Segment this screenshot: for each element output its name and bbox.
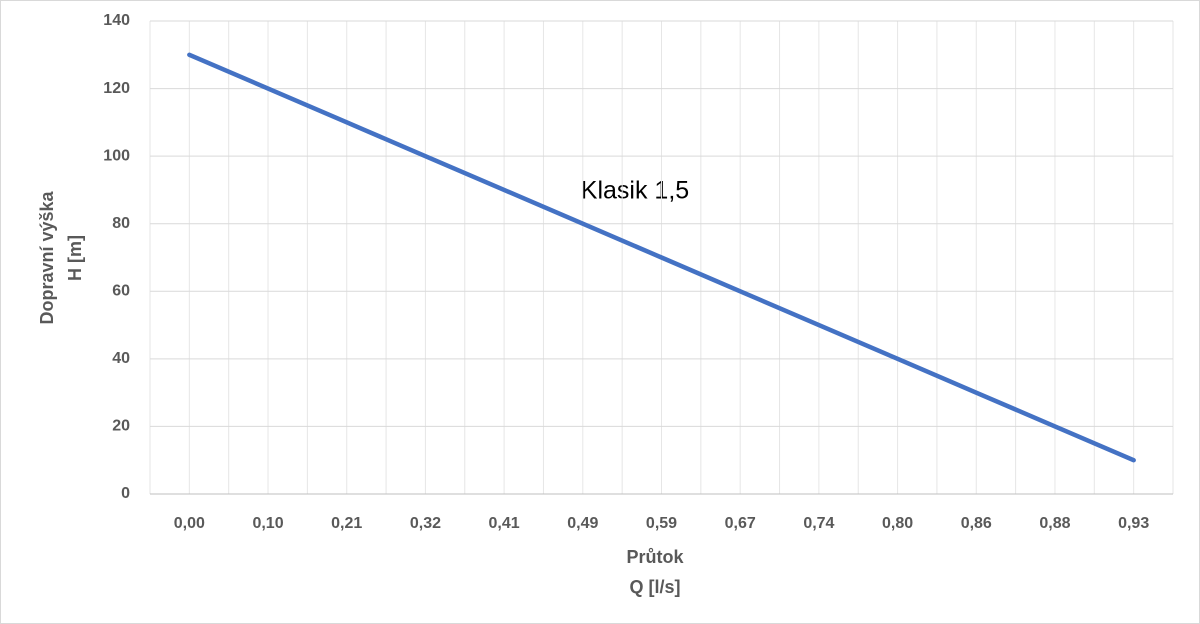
x-axis-label: Q [l/s] (629, 577, 680, 597)
x-tick-label: 0,10 (252, 515, 283, 532)
x-tick-label: 0,00 (174, 515, 205, 532)
y-axis-label: H [m] (65, 235, 85, 281)
y-axis-label: Dopravní výška (37, 190, 57, 324)
x-tick-label: 0,49 (567, 515, 598, 532)
x-tick-label: 0,86 (961, 515, 992, 532)
x-tick-label: 0,93 (1118, 515, 1149, 532)
y-tick-label: 40 (112, 350, 130, 367)
x-tick-label: 0,41 (489, 515, 520, 532)
x-tick-label: 0,59 (646, 515, 677, 532)
annotation: Klasik 1,5 (581, 177, 689, 205)
y-tick-label: 120 (103, 80, 130, 97)
x-tick-label: 0,80 (882, 515, 913, 532)
y-tick-label: 20 (112, 418, 130, 435)
x-tick-label: 0,32 (410, 515, 441, 532)
x-tick-label: 0,21 (331, 515, 362, 532)
y-tick-label: 60 (112, 283, 130, 300)
x-tick-label: 0,67 (725, 515, 756, 532)
y-tick-label: 140 (103, 12, 130, 29)
data-line (187, 52, 1136, 463)
y-tick-label: 0 (121, 485, 130, 502)
x-tick-label: 0,74 (803, 515, 834, 532)
y-tick-label: 80 (112, 215, 130, 232)
y-tick-label: 100 (103, 147, 130, 164)
x-tick-label: 0,88 (1039, 515, 1070, 532)
x-axis-label: Průtok (626, 547, 684, 567)
